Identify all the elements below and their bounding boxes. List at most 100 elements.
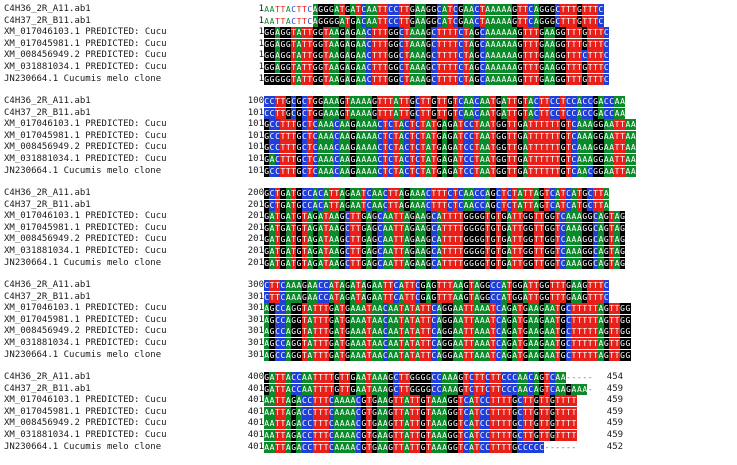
sequence-residues: GATTACCAATTTTGTTGAATAAAGCTTGGGGCCAAAGTCT… <box>264 383 593 395</box>
sequence-residues: AATTAGACCTTTCAAAACGTGAAGTTATTGTAAAGGTCAT… <box>264 430 577 441</box>
alignment-row: XM_008456949.2 PREDICTED: Cucu 1 GGAGGTATT… <box>4 50 737 62</box>
sequence-residues: GCCTTTGCTCAAACAAGAAAACTCTACTCTATGAGATCCT… <box>264 142 636 154</box>
sequence-name: XM_008456949.2 PREDICTED: Cucu <box>4 142 167 153</box>
alignment-row: XM_017046103.1 PREDICTED: Cucu 201 GATGATG… <box>4 211 737 223</box>
sequence-name: XM_008456949.2 PREDICTED: Cucu <box>4 50 167 61</box>
sequence-residues: GCCTTTGCTCAAACAAGAAAACTCTACTCTATGAGATCCT… <box>264 165 636 177</box>
start-position: 401 <box>247 395 264 406</box>
sequence-residues: AATTAGACCTTTCAAAACGTGAAGTTATTGTAAAGGTCAT… <box>264 406 577 418</box>
sequence-residues: AGCCAGGTATTTGATGAAATAACAATATATTCAGGAATTA… <box>264 349 631 361</box>
start-position: 1 <box>258 15 264 26</box>
start-position: 101 <box>247 165 264 176</box>
sequence-name: XM_008456949.2 PREDICTED: Cucu <box>4 234 167 245</box>
start-position: 401 <box>247 441 264 452</box>
sequence-name: JN230664.1 Cucumis melo clone <box>4 73 162 84</box>
sequence-residues: GGAGGTATTGGTAAGAGAACTTTGGCTAAAGCTTTTCTAG… <box>264 50 609 62</box>
start-position: 401 <box>247 406 264 417</box>
sequence-residues: AGCCAGGTATTTGATGAAATAACAATATATTCAGGAATTA… <box>264 314 631 326</box>
sequence-name: JN230664.1 Cucumis melo clone <box>4 165 162 176</box>
sequence-residues: GATGATGTAGATAAGCTTGAGCAATTAGAAGCATTTTGGG… <box>264 234 626 246</box>
sequence-residues: AATTAGACCTTTCAAAACGTGAAGTTATTGTAAAGGTCAT… <box>264 395 577 407</box>
alignment-row: XM_017046103.1 PREDICTED: Cucu 301 AGCCAGG… <box>4 303 737 315</box>
alignment-row: XM_017046103.1 PREDICTED: Cucu 1 GGAGGTATT… <box>4 27 737 39</box>
sequence-name: XM_008456949.2 PREDICTED: Cucu <box>4 418 167 429</box>
sequence-residues: GCTGATGCCACATTAGAATCAACTTAGAAACTTTCTCAAC… <box>264 188 609 199</box>
alignment-row: C4H36_2R_A11.ab1 300 CTTCAAAGAACCATAGATAGA… <box>4 280 737 291</box>
sequence-name: C4H37_2R_B11.ab1 <box>4 199 91 210</box>
start-position: 1 <box>258 27 264 38</box>
sequence-name: XM_031881034.1 PREDICTED: Cucu <box>4 246 167 256</box>
sequence-residues: GGAGGTATTGGTAAGAGAACTTTGGCTAAAGCTTTTCTAG… <box>264 62 609 73</box>
alignment-row: XM_017045981.1 PREDICTED: Cucu 301 AGCCAGG… <box>4 314 737 326</box>
sequence-name: XM_017046103.1 PREDICTED: Cucu <box>4 395 167 406</box>
sequence-residues: GATGATGTAGATAAGCTTGAGCAATTAGAAGCATTTTGGG… <box>264 222 626 234</box>
sequence-name: C4H37_2R_B11.ab1 <box>4 291 91 302</box>
alignment-row: XM_031881034.1 PREDICTED: Cucu 201 GATGATG… <box>4 246 737 257</box>
sequence-residues: CCTTGCGCTGGAAAGTAAAAGTTTATTGCTTGTTGTCAAC… <box>264 96 626 107</box>
alignment-row: XM_008456949.2 PREDICTED: Cucu 401 AATTAGA… <box>4 418 737 430</box>
alignment-row: XM_008456949.2 PREDICTED: Cucu 301 AGCCAGG… <box>4 326 737 338</box>
sequence-residues: GATGATGTAGATAAGCTTGAGCAATTAGAAGCATTTTGGG… <box>264 211 626 223</box>
sequence-name: XM_017046103.1 PREDICTED: Cucu <box>4 303 167 314</box>
alignment-row: XM_017046103.1 PREDICTED: Cucu 101 GCCTTTG… <box>4 119 737 131</box>
alignment-row: C4H37_2R_B11.ab1 1 AATTACTTCAGGGGATGACAATT… <box>4 15 737 27</box>
alignment-row: XM_008456949.2 PREDICTED: Cucu 201 GATGATG… <box>4 234 737 246</box>
start-position: 301 <box>247 338 264 348</box>
sequence-name: XM_017046103.1 PREDICTED: Cucu <box>4 27 167 38</box>
sequence-name: C4H36_2R_A11.ab1 <box>4 4 91 14</box>
sequence-residues: GGAGGTATTGGTAAGAGAACTTTGGCTAAAGCTTTTCTAG… <box>264 27 609 39</box>
alignment-row: XM_008456949.2 PREDICTED: Cucu 101 GCCTTTG… <box>4 142 737 154</box>
alignment-row: JN230664.1 Cucumis melo clone 101 GCCTTTGC… <box>4 165 737 177</box>
sequence-residues: GCCTTTGCTCAAACAAGAAAACTCTACTCTATGAGATCCT… <box>264 119 636 131</box>
sequence-residues: CTTCAAAGAACCATAGATAGAATTCATTCGAGTTTAAGTA… <box>264 291 609 303</box>
end-position: 459 <box>606 418 624 429</box>
sequence-name: XM_017046103.1 PREDICTED: Cucu <box>4 119 167 130</box>
alignment-row: JN230664.1 Cucumis melo clone 1 GGGGGTATTG… <box>4 73 737 85</box>
start-position: 101 <box>247 130 264 141</box>
alignment-row: C4H36_2R_A11.ab1 100 CCTTGCGCTGGAAAGTAAAAG… <box>4 96 737 107</box>
alignment-row: C4H37_2R_B11.ab1 301 CTTCAAAGAACCATAGATAGA… <box>4 291 737 303</box>
alignment-row: XM_031881034.1 PREDICTED: Cucu 401 AATTAGA… <box>4 430 737 441</box>
start-position: 201 <box>247 211 264 222</box>
alignment-row: C4H36_2R_A11.ab1 200 GCTGATGCCACATTAGAATCA… <box>4 188 737 199</box>
sequence-name: XM_017045981.1 PREDICTED: Cucu <box>4 406 167 417</box>
sequence-name: JN230664.1 Cucumis melo clone <box>4 257 162 268</box>
sequence-residues: AATTAGACCTTTCAAAACGTGAAGTTATTGTAAAGGTCAT… <box>264 418 577 430</box>
alignment-row: XM_031881034.1 PREDICTED: Cucu 1 GGAGGTATT… <box>4 62 737 73</box>
sequence-name: XM_017045981.1 PREDICTED: Cucu <box>4 130 167 141</box>
sequence-name: XM_017046103.1 PREDICTED: Cucu <box>4 211 167 222</box>
sequence-name: XM_031881034.1 PREDICTED: Cucu <box>4 62 167 72</box>
sequence-residues: AATTACTTCAGGGGATGACAATTCCTTGAAGGCATCGAAC… <box>264 15 604 27</box>
sequence-residues: GCCTTTGCTCAAACAAGAAAACTCTACTCTATGAGATCCT… <box>264 130 636 142</box>
sequence-name: XM_031881034.1 PREDICTED: Cucu <box>4 430 167 440</box>
start-position: 201 <box>247 234 264 245</box>
sequence-name: C4H36_2R_A11.ab1 <box>4 188 91 198</box>
alignment-row: JN230664.1 Cucumis melo clone 301 AGCCAGGT… <box>4 349 737 361</box>
end-position: 459 <box>606 383 624 394</box>
start-position: 201 <box>247 222 264 233</box>
alignment-row: C4H36_2R_A11.ab1 400 GATTACCAATTTTGTTGAATA… <box>4 372 737 383</box>
start-position: 101 <box>247 107 264 118</box>
sequence-residues: AGCCAGGTATTTGATGAAATAACAATATATTCAGGAATTA… <box>264 326 631 338</box>
alignment-row: JN230664.1 Cucumis melo clone 201 GATGATGT… <box>4 257 737 269</box>
sequence-residues: GATGATGTAGATAAGCTTGAGCAATTAGAAGCATTTTGGG… <box>264 246 626 257</box>
alignment-row: XM_017046103.1 PREDICTED: Cucu 401 AATTAGA… <box>4 395 737 407</box>
alignment-row: C4H36_2R_A11.ab1 1 AATTACTTCAGGGATGATCAATT… <box>4 4 737 15</box>
start-position: 401 <box>247 418 264 429</box>
sequence-residues: GCTGATGCCACATTAGAATCAACTTAGAAACTTTCTCAAC… <box>264 199 609 211</box>
alignment-row: C4H37_2R_B11.ab1 401 GATTACCAATTTTGTTGAATA… <box>4 383 737 395</box>
start-position: 301 <box>247 314 264 325</box>
alignment-row: XM_031881034.1 PREDICTED: Cucu 101 GACTTTG… <box>4 154 737 165</box>
sequence-residues: AGCCAGGTATTTGATGAAATAACAATATATTCAGGAATTA… <box>264 303 631 315</box>
sequence-name: XM_017045981.1 PREDICTED: Cucu <box>4 38 167 49</box>
alignment-row: XM_017045981.1 PREDICTED: Cucu 1 GGAGGTATT… <box>4 38 737 50</box>
sequence-residues: AATTACTTCAGGGATGATCAATTCCTTGAAGGCATCGAAC… <box>264 4 604 15</box>
sequence-name: XM_017045981.1 PREDICTED: Cucu <box>4 314 167 325</box>
start-position: 101 <box>247 142 264 153</box>
end-position: 452 <box>606 441 624 452</box>
start-position: 301 <box>247 326 264 337</box>
sequence-name: C4H36_2R_A11.ab1 <box>4 280 91 290</box>
sequence-name: JN230664.1 Cucumis melo clone <box>4 441 162 452</box>
sequence-residues: GACTTTGCTCAAACAAGAAAACTCTACTCTATGAGATCCT… <box>264 154 636 165</box>
